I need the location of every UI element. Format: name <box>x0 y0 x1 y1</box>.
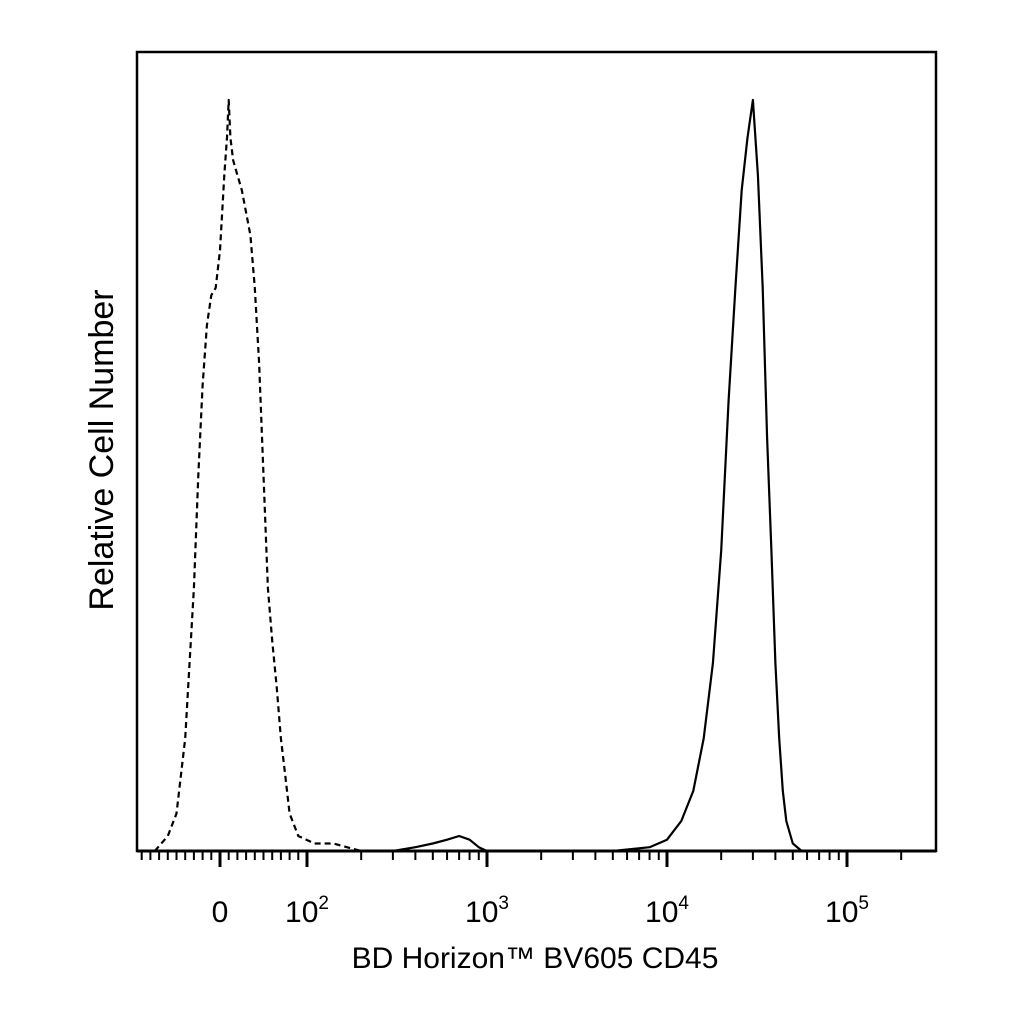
y-axis-label: Relative Cell Number <box>83 289 121 610</box>
x-tick-label: 0 <box>212 896 229 929</box>
x-tick-labels: 0 102 103 104 105 <box>212 893 869 929</box>
x-tick-label: 105 <box>825 893 869 929</box>
x-tick-label: 103 <box>465 893 509 929</box>
plot-frame <box>135 50 938 853</box>
series-line-solid <box>307 98 808 853</box>
series-line-dashed <box>153 98 808 853</box>
series-group <box>153 98 808 853</box>
x-tick-label: 102 <box>285 893 329 929</box>
x-axis-ticks <box>137 849 936 867</box>
x-tick-label: 104 <box>645 893 689 929</box>
x-axis-label: BD Horizon™ BV605 CD45 <box>352 942 719 975</box>
